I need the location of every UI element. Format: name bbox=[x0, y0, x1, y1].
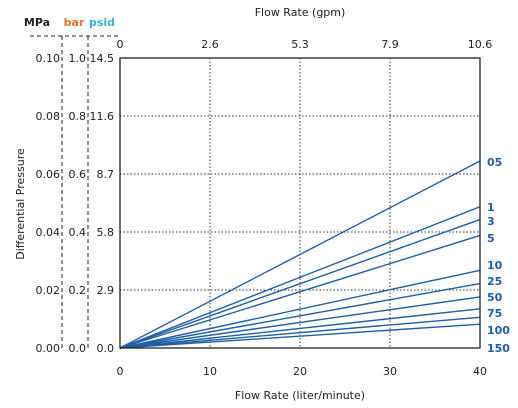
y-tick-label: 5.8 bbox=[97, 226, 115, 239]
y-tick-label: 0.06 bbox=[36, 168, 61, 181]
series-lines bbox=[119, 160, 481, 349]
y-tick-label: 8.7 bbox=[97, 168, 115, 181]
bottom-tick-label: 20 bbox=[293, 365, 307, 378]
series-label: 3 bbox=[487, 215, 495, 228]
y-tick-label: 0.08 bbox=[36, 110, 61, 123]
series-label: 150 bbox=[487, 342, 510, 355]
top-tick-label: 5.3 bbox=[291, 38, 309, 51]
y-tick-label: 11.6 bbox=[90, 110, 115, 123]
y-unit-header: psid bbox=[89, 16, 115, 29]
series-line bbox=[119, 282, 481, 349]
series-line bbox=[119, 269, 481, 349]
y-tick-label: 14.5 bbox=[90, 52, 115, 65]
y-tick-label: 0.2 bbox=[69, 284, 87, 297]
series-label: 10 bbox=[487, 259, 503, 272]
bottom-axis-title: Flow Rate (liter/minute) bbox=[235, 389, 365, 402]
bottom-tick-label: 0 bbox=[117, 365, 124, 378]
bottom-tick-label: 10 bbox=[203, 365, 217, 378]
bottom-tick-label: 30 bbox=[383, 365, 397, 378]
top-tick-label: 7.9 bbox=[381, 38, 399, 51]
series-line bbox=[119, 160, 481, 349]
series-label: 50 bbox=[487, 291, 503, 304]
y-unit-scales: MPa 0.00 0.02 0.04 0.06 0.08 0.10 bar 0.0 0.2 0.4 0… bbox=[24, 16, 120, 355]
y-tick-label: 0.6 bbox=[69, 168, 87, 181]
top-tick-label: 2.6 bbox=[201, 38, 219, 51]
y-axis-title: Differential Pressure bbox=[14, 148, 27, 260]
series-line bbox=[119, 308, 481, 349]
bottom-tick-label: 40 bbox=[473, 365, 487, 378]
series-line bbox=[119, 316, 481, 349]
series-line bbox=[119, 296, 481, 349]
y-tick-label: 0.0 bbox=[69, 342, 87, 355]
series-line bbox=[119, 234, 481, 349]
top-tick-label: 10.6 bbox=[468, 38, 493, 51]
series-label: 100 bbox=[487, 324, 510, 337]
y-tick-label: 0.00 bbox=[36, 342, 61, 355]
series-line bbox=[119, 323, 481, 349]
y-unit-header: MPa bbox=[24, 16, 50, 29]
y-tick-label: 0.4 bbox=[69, 226, 87, 239]
top-tick-label: 0 bbox=[117, 38, 124, 51]
series-label: 1 bbox=[487, 201, 495, 214]
series-label: 05 bbox=[487, 156, 502, 169]
x-tick-labels: 0 2.6 5.3 7.9 10.6 0 10 20 30 40 bbox=[117, 38, 493, 378]
y-tick-label: 2.9 bbox=[97, 284, 115, 297]
series-line bbox=[119, 218, 481, 349]
y-unit-header: bar bbox=[64, 16, 85, 29]
y-tick-label: 0.02 bbox=[36, 284, 61, 297]
series-label: 25 bbox=[487, 275, 502, 288]
top-axis-title: Flow Rate (gpm) bbox=[255, 6, 346, 19]
y-tick-label: 0.10 bbox=[36, 52, 61, 65]
series-label: 75 bbox=[487, 307, 502, 320]
y-tick-label: 1.0 bbox=[69, 52, 87, 65]
plot-frame bbox=[119, 57, 481, 349]
y-tick-label: 0.8 bbox=[69, 110, 87, 123]
y-tick-label: 0.0 bbox=[97, 342, 115, 355]
y-tick-label: 0.04 bbox=[36, 226, 61, 239]
series-line bbox=[119, 206, 481, 349]
series-labels: 05 13 5 10 25 50 75 100 150 bbox=[487, 156, 510, 355]
series-label: 5 bbox=[487, 232, 495, 245]
